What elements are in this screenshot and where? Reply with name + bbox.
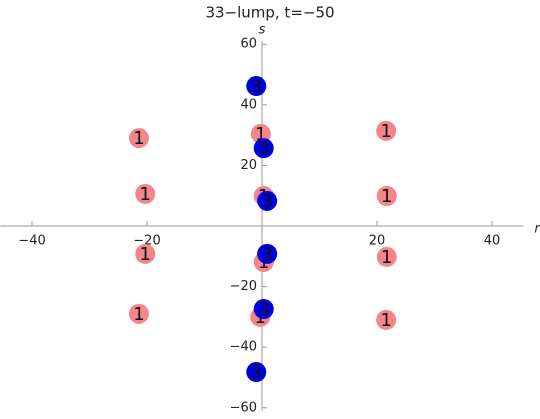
point-label: 3 [258,138,269,159]
point [135,183,156,204]
x-tick-label: −20 [133,234,160,249]
x-axis-label: r [534,222,540,237]
point-label: 1 [140,184,151,205]
point [376,246,397,267]
point-label: 3 [251,76,262,97]
point [257,190,278,211]
point [135,243,156,264]
point [128,303,149,324]
point [376,120,397,141]
point-label: 1 [380,121,391,142]
point-label: 3 [251,362,262,383]
point [253,138,274,159]
point-label: 3 [261,191,272,212]
point [253,299,274,320]
chart-title: 33−lump, t=−50 [205,4,334,22]
point-label: 3 [261,244,272,265]
y-tick-label: −20 [230,279,257,294]
x-tick-label: 20 [369,234,386,249]
point-label: 3 [258,299,269,320]
point [246,362,267,383]
y-tick-label: 60 [240,37,257,52]
point [376,309,397,330]
point-label: 1 [381,186,392,207]
point [257,243,278,264]
point-label: 1 [133,128,144,149]
point-label: 1 [381,247,392,268]
point [246,76,267,97]
y-tick-label: 20 [240,158,257,173]
x-tick-label: −40 [18,234,45,249]
x-tick-label: 40 [484,234,501,249]
point-label: 1 [133,304,144,325]
point-label: 1 [255,124,266,145]
point [376,186,397,207]
point [128,128,149,149]
point-label: 1 [140,244,151,265]
y-tick-label: −40 [230,340,257,355]
y-axis-label: s [259,23,266,38]
y-tick-label: −60 [230,400,257,415]
y-tick-label: 40 [240,97,257,112]
point-label: 1 [380,310,391,331]
